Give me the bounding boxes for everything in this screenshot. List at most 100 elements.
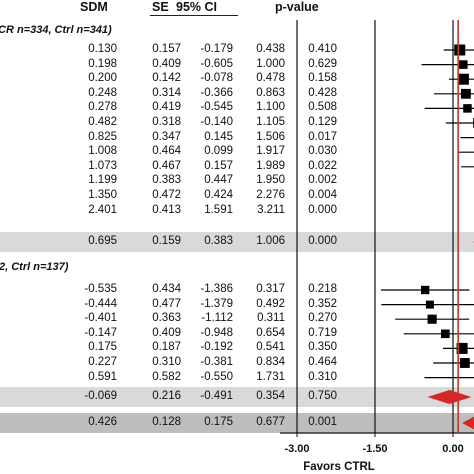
study-row-g1-9-sdm: 1.073 <box>88 159 117 172</box>
study-row-g1-2-se: 0.409 <box>152 57 181 70</box>
study-row-g1-12-sdm: 2.401 <box>88 203 117 216</box>
study-row-g1-2-lo: -0.605 <box>200 57 233 70</box>
subgroup-2-label: 2, Ctrl n=137) <box>0 261 69 273</box>
study-row-g1-10-hi: 1.950 <box>256 174 285 187</box>
study-row-g2-3-lo: -1.112 <box>201 312 233 325</box>
study-row-g1-2-sdm: 0.198 <box>88 57 117 70</box>
study-row-g1-10-se: 0.383 <box>152 174 181 187</box>
x-tick-label-0: -3.00 <box>284 443 309 455</box>
overall-summary-row-sdm: 0.426 <box>88 416 117 428</box>
study-row-g2-2-hi: 0.492 <box>256 297 285 310</box>
study-row-g1-5-lo: -0.545 <box>200 101 233 114</box>
study-row-g1-8-lo: 0.099 <box>204 145 233 158</box>
study-row-g1-7-se: 0.347 <box>152 130 181 143</box>
x-tick-label-1: -1.50 <box>362 443 387 455</box>
study-row-g1-1-lo: -0.179 <box>200 43 233 55</box>
effect-square-g1-4 <box>460 88 471 99</box>
subgroup-1-summary-row-hi: 1.006 <box>256 235 285 247</box>
study-row-g1-2-p: 0.629 <box>308 57 337 70</box>
study-row-g1-8-p: 0.030 <box>308 145 337 158</box>
study-row-g2-4-sdm: -0.147 <box>84 326 117 339</box>
subgroup-1-summary-row-se: 0.159 <box>152 235 181 247</box>
effect-square-g1-1 <box>454 44 466 56</box>
study-row-g1-12-p: 0.000 <box>308 203 337 216</box>
study-row-g2-7-sdm: 0.591 <box>88 370 117 383</box>
study-row-g1-10-p: 0.002 <box>308 174 337 187</box>
study-row-g1-8-sdm: 1.008 <box>88 145 117 158</box>
study-row-g2-5-p: 0.350 <box>308 341 337 354</box>
study-row-g1-11-sdm: 1.350 <box>88 189 117 201</box>
study-row-g2-7-p: 0.310 <box>308 370 337 383</box>
study-row-g1-5-p: 0.508 <box>308 101 337 114</box>
study-row-g2-1-lo: -1.386 <box>200 283 233 295</box>
study-row-g1-7-lo: 0.145 <box>204 130 233 143</box>
study-row-g1-4-lo: -0.366 <box>200 86 233 99</box>
column-header-se: SE <box>152 0 169 14</box>
study-row-g2-2-lo: -1.379 <box>200 297 233 310</box>
study-row-g1-9-se: 0.467 <box>152 159 181 172</box>
overall-summary-row-hi: 0.677 <box>256 416 285 428</box>
subgroup-2-diamond <box>427 390 472 404</box>
study-row-g2-4-lo: -0.948 <box>200 326 233 339</box>
study-row-g2-7-hi: 1.731 <box>256 370 285 383</box>
effect-square-g1-3 <box>457 73 469 85</box>
study-row-g1-8-hi: 1.917 <box>256 145 285 158</box>
study-row-g1-6-p: 0.129 <box>308 116 337 128</box>
column-header-sdm: SDM <box>80 0 108 14</box>
group2-summary-band <box>0 387 474 407</box>
study-row-g1-1-p: 0.410 <box>308 43 337 55</box>
study-row-g2-7-lo: -0.550 <box>200 370 233 383</box>
overall-summary-band <box>0 413 474 433</box>
x-tick-label-2: 0.00 <box>442 443 463 455</box>
study-row-g2-5-lo: -0.192 <box>200 341 233 354</box>
study-row-g1-4-hi: 0.863 <box>256 86 285 99</box>
study-row-g1-5-se: 0.419 <box>152 101 181 114</box>
ci-header-underline <box>150 15 238 16</box>
study-row-g2-4-p: 0.719 <box>308 326 337 339</box>
study-row-g2-3-hi: 0.311 <box>257 312 285 325</box>
subgroup-2-summary-row-se: 0.216 <box>152 390 181 402</box>
overall-summary-row-lo: 0.175 <box>204 416 233 428</box>
study-row-g1-5-sdm: 0.278 <box>88 101 117 114</box>
study-row-g1-4-sdm: 0.248 <box>88 86 117 99</box>
column-header-p: p-value <box>275 0 319 14</box>
study-row-g1-3-sdm: 0.200 <box>88 72 117 85</box>
study-row-g2-3-sdm: -0.401 <box>84 312 117 325</box>
subgroup-1-summary-row-lo: 0.383 <box>204 235 233 247</box>
study-row-g2-4-se: 0.409 <box>152 326 181 339</box>
effect-square-g2-1 <box>421 285 430 295</box>
study-row-g1-4-p: 0.428 <box>308 86 337 99</box>
study-row-g2-1-p: 0.218 <box>308 283 337 295</box>
study-row-g2-2-se: 0.477 <box>152 297 181 310</box>
column-header-ci: 95% CI <box>176 0 217 14</box>
study-row-g2-1-sdm: -0.535 <box>84 283 117 295</box>
study-row-g1-2-hi: 1.000 <box>256 57 285 70</box>
study-row-g1-1-se: 0.157 <box>152 43 181 55</box>
subgroup-2-summary-row-lo: -0.491 <box>200 390 233 402</box>
study-row-g2-4-hi: 0.654 <box>256 326 285 339</box>
study-row-g1-11-se: 0.472 <box>152 189 181 201</box>
study-row-g2-7-se: 0.582 <box>152 370 181 383</box>
study-row-g2-6-se: 0.310 <box>152 356 181 368</box>
effect-square-g2-4 <box>441 329 450 339</box>
study-row-g2-6-sdm: 0.227 <box>88 356 117 368</box>
overall-summary-row-p: 0.001 <box>308 416 337 428</box>
study-row-g1-6-lo: -0.140 <box>200 116 233 128</box>
overall-diamond <box>462 416 474 430</box>
study-row-g1-10-sdm: 1.199 <box>88 174 117 187</box>
study-row-g1-12-lo: 1.591 <box>204 203 233 216</box>
subgroup-1-summary-row-sdm: 0.695 <box>88 235 117 247</box>
study-row-g1-5-hi: 1.100 <box>256 101 285 114</box>
group1-summary-band <box>0 232 474 252</box>
study-row-g1-4-se: 0.314 <box>152 86 181 99</box>
study-row-g1-1-hi: 0.438 <box>256 43 285 55</box>
effect-square-g1-2 <box>458 60 468 69</box>
study-row-g2-5-sdm: 0.175 <box>88 341 117 354</box>
study-row-g1-3-lo: -0.078 <box>200 72 233 85</box>
study-row-g2-6-lo: -0.381 <box>200 356 233 368</box>
study-row-g2-1-se: 0.434 <box>152 283 181 295</box>
subgroup-2-summary-row-p: 0.750 <box>308 390 337 402</box>
study-row-g1-3-se: 0.142 <box>152 72 181 85</box>
